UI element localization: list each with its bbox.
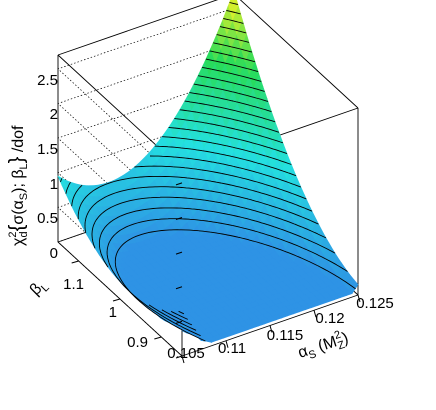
contour-line [60,145,297,183]
z-tick-mark [175,355,183,359]
contour-line [189,92,272,113]
z-tick-label: 2 [50,106,58,123]
contour-line [84,186,319,320]
frame-edge [239,0,359,109]
x-tick-label: 0.115 [267,327,303,344]
x-tick-labels: 0.105 0.11 0.115 0.12 0.125 [167,295,394,362]
z-tick-label: 2.5 [37,72,58,89]
y-tick-label: 1 [109,304,117,321]
z-tick-mark [175,251,183,255]
contour-line [205,58,259,73]
z-gridline [57,180,235,357]
surface-plot [57,0,359,343]
contour-line [184,100,276,123]
z-axis [71,182,361,364]
x-tick-mark [181,355,185,364]
contour-line [65,155,302,194]
x-tick-mark [225,340,229,348]
contour-line [106,218,348,337]
contour-line [219,26,247,34]
x-tick-mark [357,294,361,303]
y-tick-label: 0.9 [127,334,148,351]
y-tick-label: 1.1 [63,276,84,293]
x-tick-label: 0.105 [167,345,205,362]
contour-line [226,10,241,15]
x-axis-title: αS (M2Z) [295,327,351,365]
z-tick-mark [175,217,183,220]
contour-line [229,2,239,5]
contour-line [223,18,244,24]
contour-line [114,229,356,342]
y-tick-mark [71,260,79,264]
z-tick-mark [175,286,183,290]
contour-line [213,42,253,53]
y-tick-mark [112,298,121,302]
y-axis-title: βL [27,276,52,301]
contour-line [193,83,269,102]
contour-line [179,109,280,133]
y-tick-mark [154,336,162,340]
y-tick-labels: 0.9 1 1.1 [63,276,148,351]
z-tick-labels: 0 0.5 1 1.5 2 2.5 [37,72,58,262]
x-tick-mark [269,325,273,333]
x-tick-label: 0.12 [315,310,344,327]
contour-line [198,75,265,92]
frame-edge [57,0,219,56]
surface-cell [57,175,69,190]
contour-line [216,34,250,43]
z-tick-mark [175,182,183,186]
contour-line [168,127,288,155]
z-tick-label: 0.5 [37,210,58,227]
z-axis-title: χ2d{σ(αS); βL} /dof [6,125,30,246]
contour-line [209,50,256,63]
z-tick-label: 1.5 [37,141,58,158]
z-tick-label: 0 [50,245,58,262]
contour-line [91,196,327,326]
z-gridline [57,7,235,184]
contour-line [98,207,336,331]
contour-line [77,175,313,315]
contour-line [162,136,292,165]
z-tick-mark [175,320,183,324]
z-tick-label: 1 [50,176,58,193]
contour-line [174,118,284,144]
contour-line [202,66,262,82]
x-tick-mark [313,310,317,318]
x-tick-label: 0.125 [356,295,394,312]
x-tick-label: 0.11 [218,340,246,357]
contour-line [71,165,307,207]
